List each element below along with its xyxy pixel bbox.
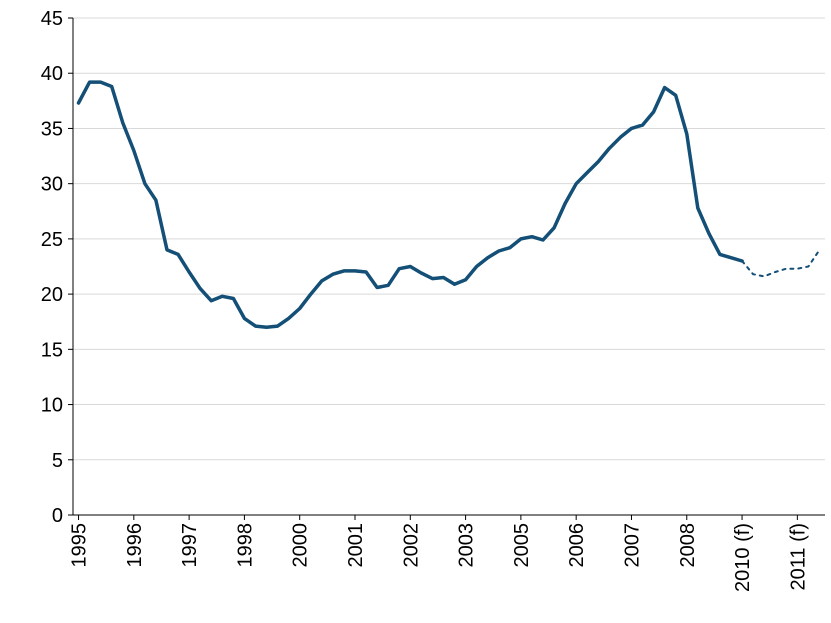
data-line: [76, 80, 744, 329]
x-tick-label: 2007: [621, 523, 643, 568]
x-tick-label: 2000: [290, 523, 312, 568]
x-tick-label: 1997: [179, 523, 201, 568]
y-tick-label: 35: [41, 118, 63, 140]
y-tick-label: 40: [41, 63, 63, 85]
x-tick-label: 2006: [566, 523, 588, 568]
x-tick-label: 2010 (f): [732, 523, 754, 592]
y-tick-label: 0: [52, 505, 63, 527]
y-tick-label: 45: [41, 8, 63, 30]
x-tick-label: 2002: [400, 523, 422, 568]
x-tick-label: 2003: [456, 523, 478, 568]
x-tick-label: 2011 (f): [787, 523, 809, 590]
x-tick-label: 2008: [677, 523, 699, 568]
y-tick-label: 30: [41, 174, 63, 196]
y-tick-label: 10: [41, 395, 63, 417]
y-tick-label: 5: [52, 450, 63, 472]
x-tick-label: 2005: [511, 523, 533, 568]
x-tick-label: 1995: [69, 523, 91, 568]
y-tick-label: 20: [41, 284, 63, 306]
y-tick-label: 15: [41, 339, 63, 361]
data-line: [741, 248, 821, 278]
x-tick-label: 2001: [345, 523, 367, 568]
x-tick-label: 1996: [124, 523, 146, 568]
y-tick-label: 25: [41, 229, 63, 251]
x-tick-label: 1998: [234, 523, 256, 568]
